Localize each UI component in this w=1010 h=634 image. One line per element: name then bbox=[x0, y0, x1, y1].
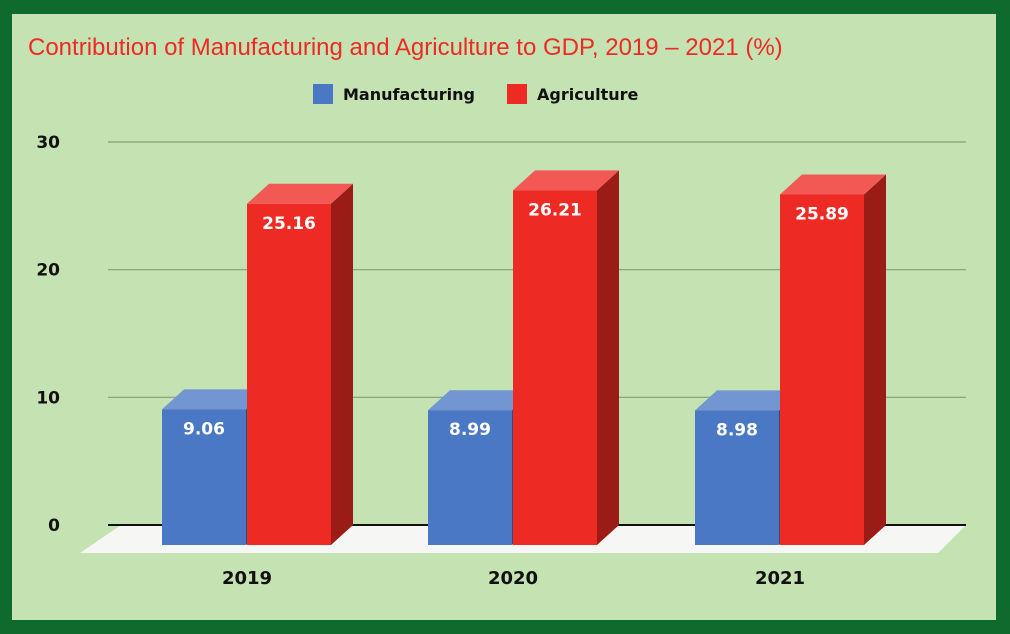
legend-item-manufacturing: Manufacturing bbox=[313, 84, 475, 104]
bar-top-agriculture-2021 bbox=[780, 174, 886, 195]
legend-label-agriculture: Agriculture bbox=[537, 84, 639, 104]
legend-swatch-agriculture bbox=[507, 84, 527, 104]
legend-item-agriculture: Agriculture bbox=[507, 84, 638, 104]
y-tick-label: 10 bbox=[36, 388, 60, 408]
chart-title: Contribution of Manufacturing and Agricu… bbox=[28, 34, 783, 61]
data-label-agriculture-2020: 26.21 bbox=[528, 200, 582, 220]
bar-agriculture-2019 bbox=[247, 203, 331, 546]
bar-top-agriculture-2019 bbox=[247, 183, 353, 204]
data-label-manufacturing-2019: 9.06 bbox=[183, 419, 225, 439]
bar-side-agriculture-2019 bbox=[331, 183, 353, 546]
chart-legend: Manufacturing Agriculture bbox=[313, 84, 638, 104]
bar-agriculture-2021 bbox=[780, 194, 864, 545]
y-tick-label: 30 bbox=[36, 133, 60, 153]
x-tick-label: 2019 bbox=[222, 568, 272, 589]
bar-top-manufacturing-2021 bbox=[695, 390, 801, 411]
x-tick-label: 2021 bbox=[755, 568, 805, 589]
bar-manufacturing-2020 bbox=[428, 410, 512, 545]
y-tick-label: 20 bbox=[36, 261, 60, 281]
data-label-agriculture-2021: 25.89 bbox=[795, 204, 849, 224]
data-label-agriculture-2019: 25.16 bbox=[262, 214, 316, 234]
bar-side-agriculture-2020 bbox=[597, 170, 619, 545]
bar-manufacturing-2019 bbox=[162, 409, 246, 545]
data-label-manufacturing-2020: 8.99 bbox=[449, 420, 491, 440]
bar-top-manufacturing-2019 bbox=[162, 389, 268, 410]
y-tick-label: 0 bbox=[48, 516, 60, 536]
bar-agriculture-2020 bbox=[513, 190, 597, 545]
bar-manufacturing-2021 bbox=[695, 410, 779, 545]
legend-label-manufacturing: Manufacturing bbox=[343, 84, 475, 104]
bar-top-agriculture-2020 bbox=[513, 170, 619, 191]
x-tick-label: 2020 bbox=[488, 568, 538, 589]
bar-top-manufacturing-2020 bbox=[428, 390, 534, 411]
bar-side-agriculture-2021 bbox=[864, 174, 886, 545]
data-label-manufacturing-2021: 8.98 bbox=[716, 420, 758, 440]
legend-swatch-manufacturing bbox=[313, 84, 333, 104]
